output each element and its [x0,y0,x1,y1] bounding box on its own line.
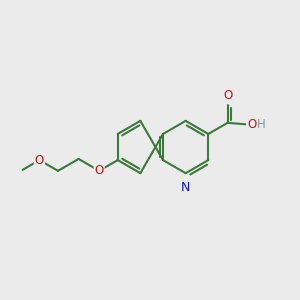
Text: O: O [223,89,232,102]
Text: N: N [181,181,190,194]
Text: H: H [257,118,266,131]
Text: O: O [94,164,104,177]
Text: O: O [35,154,44,166]
Text: O: O [247,118,256,131]
